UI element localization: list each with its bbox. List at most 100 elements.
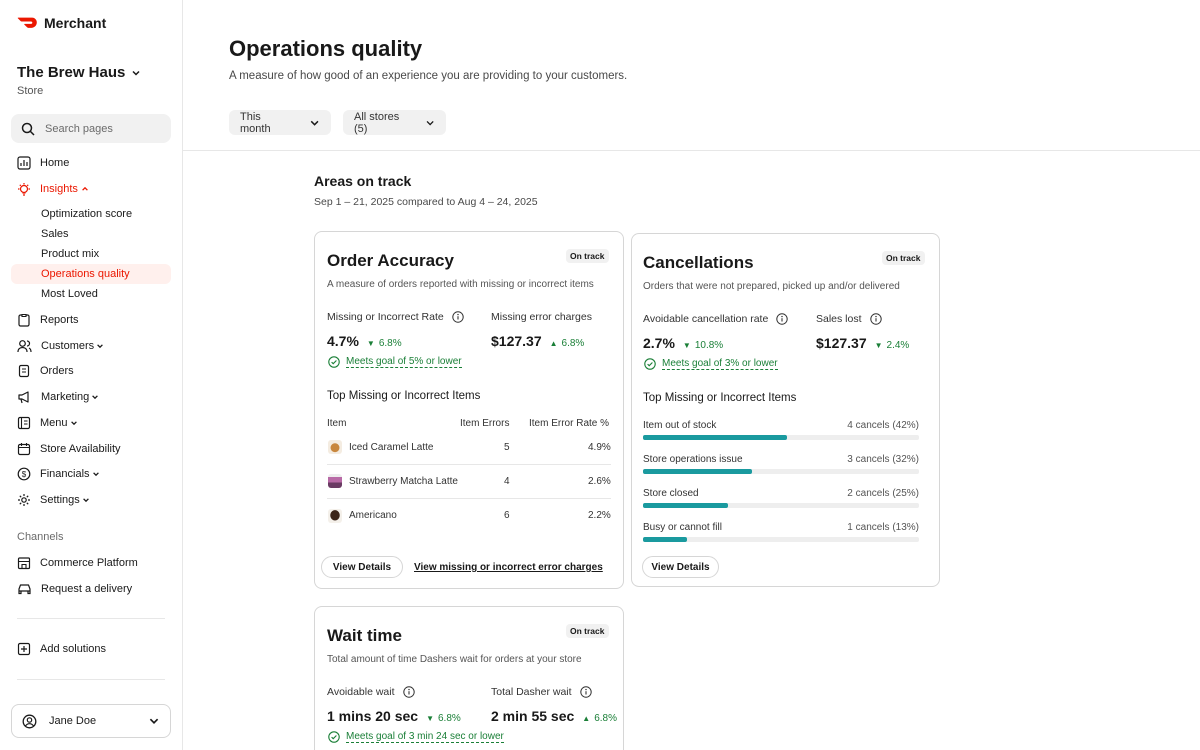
sidebar-item-label: Customers: [41, 340, 95, 352]
order-accuracy-card: Order Accuracy On track A measure of ord…: [314, 231, 624, 589]
user-menu[interactable]: Jane Doe: [11, 704, 171, 738]
card-description: A measure of orders reported with missin…: [327, 279, 594, 290]
drink-thumbnail: [328, 440, 342, 454]
row-divider: [327, 498, 611, 499]
metric-label-text: Avoidable cancellation rate: [643, 313, 769, 325]
sidebar-item-label: Financials: [40, 468, 90, 480]
sidebar-item-reports[interactable]: Reports: [11, 309, 171, 331]
view-details-button[interactable]: View Details: [642, 556, 719, 578]
metric-value: 4.7% ▼ 6.8%: [327, 333, 402, 349]
chevron-up-icon: [82, 186, 88, 191]
sidebar-subitem-label: Optimization score: [41, 208, 133, 220]
search-input[interactable]: [45, 122, 155, 135]
page-title: Operations quality: [229, 36, 423, 61]
search-box[interactable]: [11, 114, 171, 143]
metric-label: Total Dasher wait: [491, 686, 592, 698]
info-icon[interactable]: [579, 686, 592, 698]
sidebar-item-financials[interactable]: $ Financials: [11, 463, 171, 485]
sidebar-item-home[interactable]: Home: [11, 152, 171, 174]
metric-label: Avoidable wait: [327, 686, 415, 698]
sidebar-item-add-solutions[interactable]: Add solutions: [11, 638, 171, 660]
sidebar-item-insights[interactable]: Insights: [11, 178, 171, 200]
store-switcher[interactable]: The Brew Haus: [17, 64, 141, 81]
plus-square-icon: [17, 642, 31, 656]
sidebar-item-label: Reports: [40, 314, 79, 326]
info-icon[interactable]: [402, 686, 415, 698]
sidebar-item-request-delivery[interactable]: Request a delivery: [11, 578, 171, 600]
cancel-reason-value: 1 cancels (13%): [847, 522, 919, 533]
sidebar-item-store-availability[interactable]: Store Availability: [11, 438, 171, 460]
view-details-button[interactable]: View Details: [321, 556, 403, 578]
sidebar-divider: [17, 679, 165, 680]
chevron-down-icon: [310, 120, 319, 126]
item-rate: 4.9%: [588, 442, 611, 453]
metric-label-text: Missing or Incorrect Rate: [327, 311, 444, 323]
doordash-logo-icon: [17, 17, 37, 28]
info-icon[interactable]: [869, 313, 882, 325]
card-description: Total amount of time Dashers wait for or…: [327, 654, 582, 665]
calendar-icon: [17, 443, 31, 456]
wait-time-card: Wait time On track Total amount of time …: [314, 606, 624, 750]
sidebar-item-customers[interactable]: Customers: [11, 335, 171, 357]
sidebar-subitem-operations-quality[interactable]: Operations quality: [11, 264, 171, 284]
status-badge: On track: [882, 251, 925, 265]
sidebar-item-settings[interactable]: Settings: [11, 489, 171, 511]
table-title: Top Missing or Incorrect Items: [327, 390, 481, 402]
search-icon: [21, 122, 35, 136]
cancel-reason-label: Store operations issue: [643, 454, 743, 465]
check-circle-icon: [644, 358, 656, 370]
sidebar-subitem-product-mix[interactable]: Product mix: [11, 244, 171, 264]
metric-value: $127.37 ▲ 6.8%: [491, 333, 584, 349]
progress-track: [643, 503, 919, 508]
sidebar-item-label: Settings: [40, 494, 80, 506]
sidebar-subitem-label: Operations quality: [41, 268, 130, 280]
metric-value-text: 1 mins 20 sec: [327, 708, 419, 724]
metric-delta: ▼ 10.8%: [683, 340, 723, 351]
header-divider: [183, 150, 1200, 151]
goal-status: Meets goal of 3 min 24 sec or lower: [328, 731, 504, 743]
period-filter[interactable]: This month: [229, 110, 331, 135]
info-icon[interactable]: [452, 311, 464, 323]
section-date: Sep 1 – 21, 2025 compared to Aug 4 – 24,…: [314, 196, 538, 208]
metric-label-text: Avoidable wait: [327, 686, 395, 698]
sidebar-item-orders[interactable]: Orders: [11, 360, 171, 382]
sidebar-item-commerce-platform[interactable]: Commerce Platform: [11, 552, 171, 574]
sidebar-subitem-sales[interactable]: Sales: [11, 224, 171, 244]
card-description: Orders that were not prepared, picked up…: [643, 281, 900, 292]
sidebar-item-menu[interactable]: Menu: [11, 412, 171, 434]
gear-icon: [18, 494, 30, 506]
metric-value: 2.7% ▼ 10.8%: [643, 335, 723, 351]
metric-delta-text: 10.8%: [694, 340, 724, 351]
sidebar-item-marketing[interactable]: Marketing: [11, 386, 171, 408]
sidebar-item-label: Add solutions: [40, 643, 107, 655]
car-icon: [18, 584, 31, 595]
item-rate: 2.2%: [588, 510, 611, 521]
page-subtitle: A measure of how good of an experience y…: [229, 70, 628, 82]
cancellations-card: Cancellations On track Orders that were …: [631, 233, 940, 587]
metric-value: 2 min 55 sec ▲ 6.8%: [491, 708, 617, 724]
status-badge: On track: [566, 249, 609, 263]
sidebar-subitem-most-loved[interactable]: Most Loved: [11, 284, 171, 304]
chevron-down-icon: [426, 120, 434, 125]
goal-text: Meets goal of 3% or lower: [662, 358, 778, 370]
goal-text: Meets goal of 5% or lower: [346, 356, 462, 368]
sidebar-subitem-label: Product mix: [41, 248, 100, 260]
goal-status: Meets goal of 5% or lower: [328, 356, 462, 368]
stores-filter[interactable]: All stores (5): [343, 110, 446, 135]
info-icon[interactable]: [776, 313, 789, 325]
period-filter-label: This month: [240, 110, 271, 135]
drink-thumbnail: [328, 474, 342, 488]
view-error-charges-link[interactable]: View missing or incorrect error charges: [414, 562, 603, 573]
sidebar-subitem-optimization-score[interactable]: Optimization score: [11, 204, 171, 224]
megaphone-icon: [18, 391, 29, 404]
check-circle-icon: [328, 731, 340, 743]
sidebar: Merchant The Brew Haus Store Home Insigh…: [0, 0, 183, 750]
table-header-errors: Item Errors: [460, 418, 510, 429]
goal-status: Meets goal of 3% or lower: [644, 358, 778, 370]
metric-delta-text: 6.8%: [594, 713, 617, 724]
sidebar-item-label: Insights: [40, 183, 78, 195]
svg-text:$: $: [22, 470, 27, 479]
sidebar-subitem-label: Sales: [41, 228, 69, 240]
section-title: Areas on track: [314, 173, 412, 189]
brand[interactable]: Merchant: [17, 15, 106, 31]
